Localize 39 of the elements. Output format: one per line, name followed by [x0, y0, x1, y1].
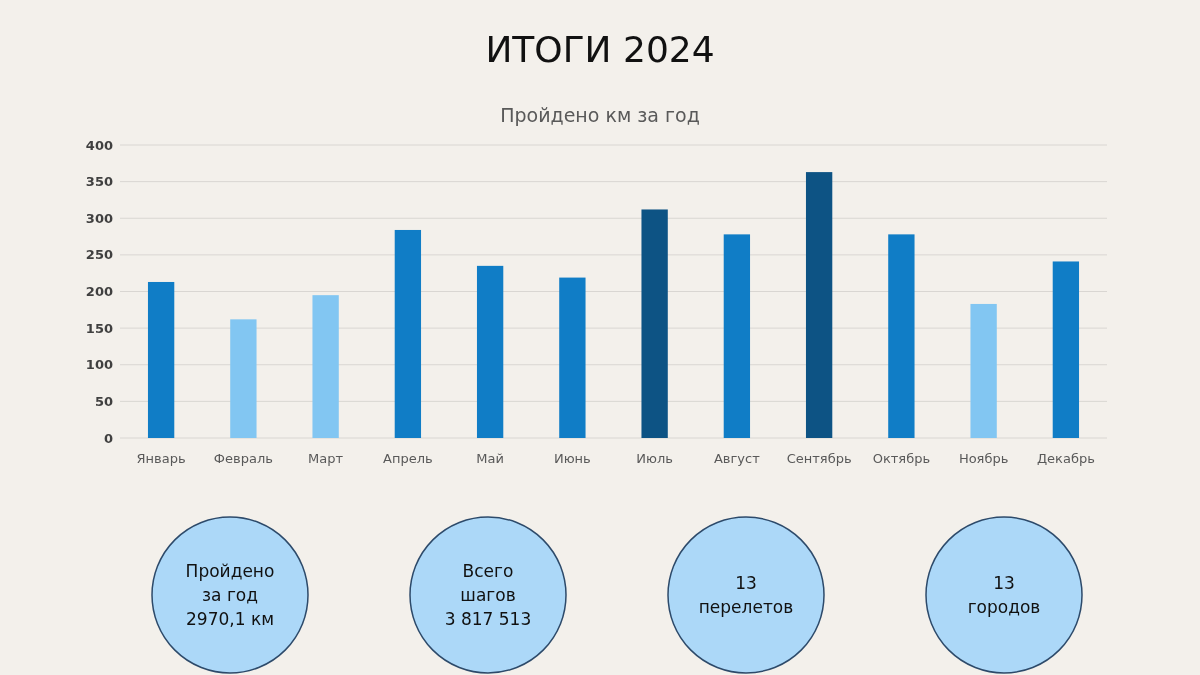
text: Всего шагов 3 817 513 — [444, 561, 532, 629]
text: 13 перелетов — [698, 573, 794, 617]
y-tick-label: 50 — [94, 393, 113, 409]
bar — [559, 277, 586, 438]
x-tick-label: Октябрь — [872, 451, 931, 466]
bar — [147, 281, 175, 438]
bar — [641, 209, 668, 438]
x-tick-label: Март — [308, 451, 344, 466]
x-tick-label: Август — [713, 451, 761, 466]
x-tick-label: Сентябрь — [786, 451, 852, 466]
x-tick-label: Апрель — [383, 451, 433, 466]
y-tick-label: 250 — [85, 247, 113, 263]
bar — [394, 229, 422, 438]
chart-subtitle: Пройдено км за год — [500, 104, 700, 126]
x-tick-label: Июнь — [553, 451, 591, 466]
bar — [230, 319, 257, 438]
y-tick-label: 150 — [85, 320, 113, 336]
bar — [312, 295, 339, 438]
x-tick-label: Июль — [636, 451, 673, 466]
bar — [888, 234, 915, 438]
x-tick-label: Январь — [136, 451, 186, 466]
text: 13 городов — [967, 573, 1041, 617]
x-tick-label: Февраль — [213, 451, 273, 466]
y-tick-label: 300 — [85, 210, 113, 226]
chart-title: ИТОГИ 2024 — [485, 29, 715, 70]
text: Пройдено за год 2970,1 км — [185, 561, 275, 629]
x-tick-label: Ноябрь — [958, 451, 1009, 466]
bar — [805, 172, 833, 438]
bar — [476, 265, 504, 438]
bar — [1052, 261, 1080, 438]
x-tick-label: Май — [476, 451, 504, 466]
y-tick-label: 400 — [85, 137, 113, 153]
y-tick-label: 0 — [103, 430, 113, 446]
y-tick-label: 350 — [85, 174, 113, 190]
y-tick-label: 100 — [85, 357, 113, 373]
y-tick-label: 200 — [85, 284, 113, 300]
bar — [970, 303, 997, 438]
x-tick-label: Декабрь — [1036, 451, 1095, 466]
bar — [723, 234, 751, 438]
